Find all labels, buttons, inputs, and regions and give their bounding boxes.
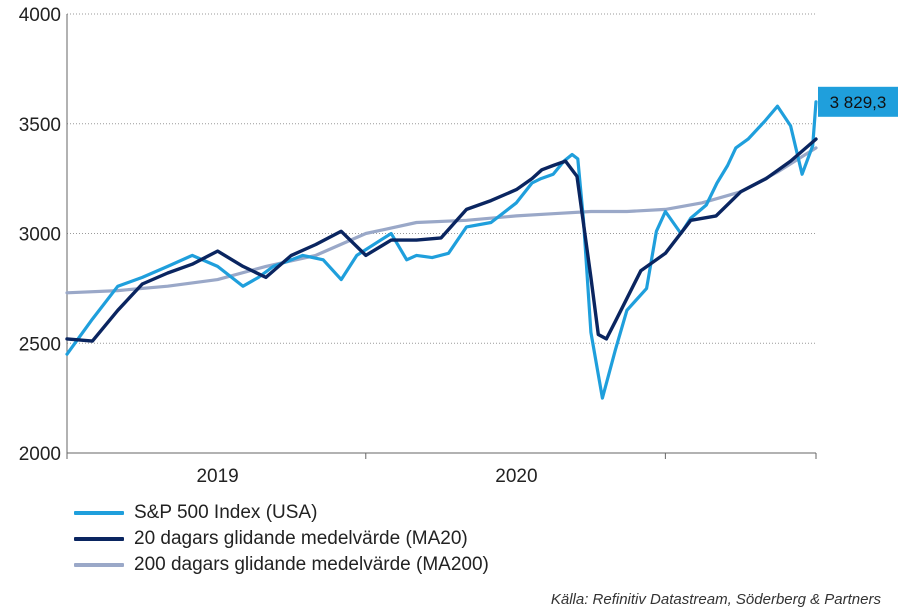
x-tick-label-2020: 2020 xyxy=(495,466,537,487)
axes xyxy=(66,14,817,459)
legend-swatch-ma20 xyxy=(74,537,124,541)
y-tick-label-4000: 4000 xyxy=(19,5,61,26)
series-line-ma20 xyxy=(65,137,818,343)
y-tick-label-3000: 3000 xyxy=(19,225,61,246)
legend-label-ma20: 20 dagars glidande medelvärde (MA20) xyxy=(134,528,468,549)
x-tick-label-2019: 2019 xyxy=(196,466,238,487)
y-tick-label-3500: 3500 xyxy=(19,115,61,136)
legend-item-sp500: S&P 500 Index (USA) xyxy=(74,500,489,526)
last-value-badge-bg xyxy=(818,86,898,117)
legend-label-ma200: 200 dagars glidande medelvärde (MA200) xyxy=(134,554,489,575)
y-tick-label-2000: 2000 xyxy=(19,444,61,465)
legend-swatch-sp500 xyxy=(74,511,124,515)
last-value-badge: 3 829,3 xyxy=(818,86,898,117)
legend: S&P 500 Index (USA) 20 dagars glidande m… xyxy=(74,500,489,578)
x-category-labels: 2019 2020 xyxy=(196,466,537,487)
gridlines xyxy=(67,13,816,344)
last-value-label: 3 829,3 xyxy=(830,93,887,112)
source-note: Källa: Refinitiv Datastream, Söderberg &… xyxy=(550,591,881,608)
line-chart: 2000 2500 3000 3500 4000 2019 2020 3 829,3 xyxy=(19,5,898,487)
legend-item-ma20: 20 dagars glidande medelvärde (MA20) xyxy=(74,526,489,552)
legend-swatch-ma200 xyxy=(74,563,124,567)
legend-label-sp500: S&P 500 Index (USA) xyxy=(134,502,318,523)
legend-item-ma200: 200 dagars glidande medelvärde (MA200) xyxy=(74,552,489,578)
y-tick-labels: 2000 2500 3000 3500 4000 xyxy=(19,5,61,465)
series-line-ma200 xyxy=(65,146,818,295)
series-line-sp500 xyxy=(65,100,818,400)
series-lines xyxy=(65,100,818,400)
y-tick-label-2500: 2500 xyxy=(19,334,61,355)
